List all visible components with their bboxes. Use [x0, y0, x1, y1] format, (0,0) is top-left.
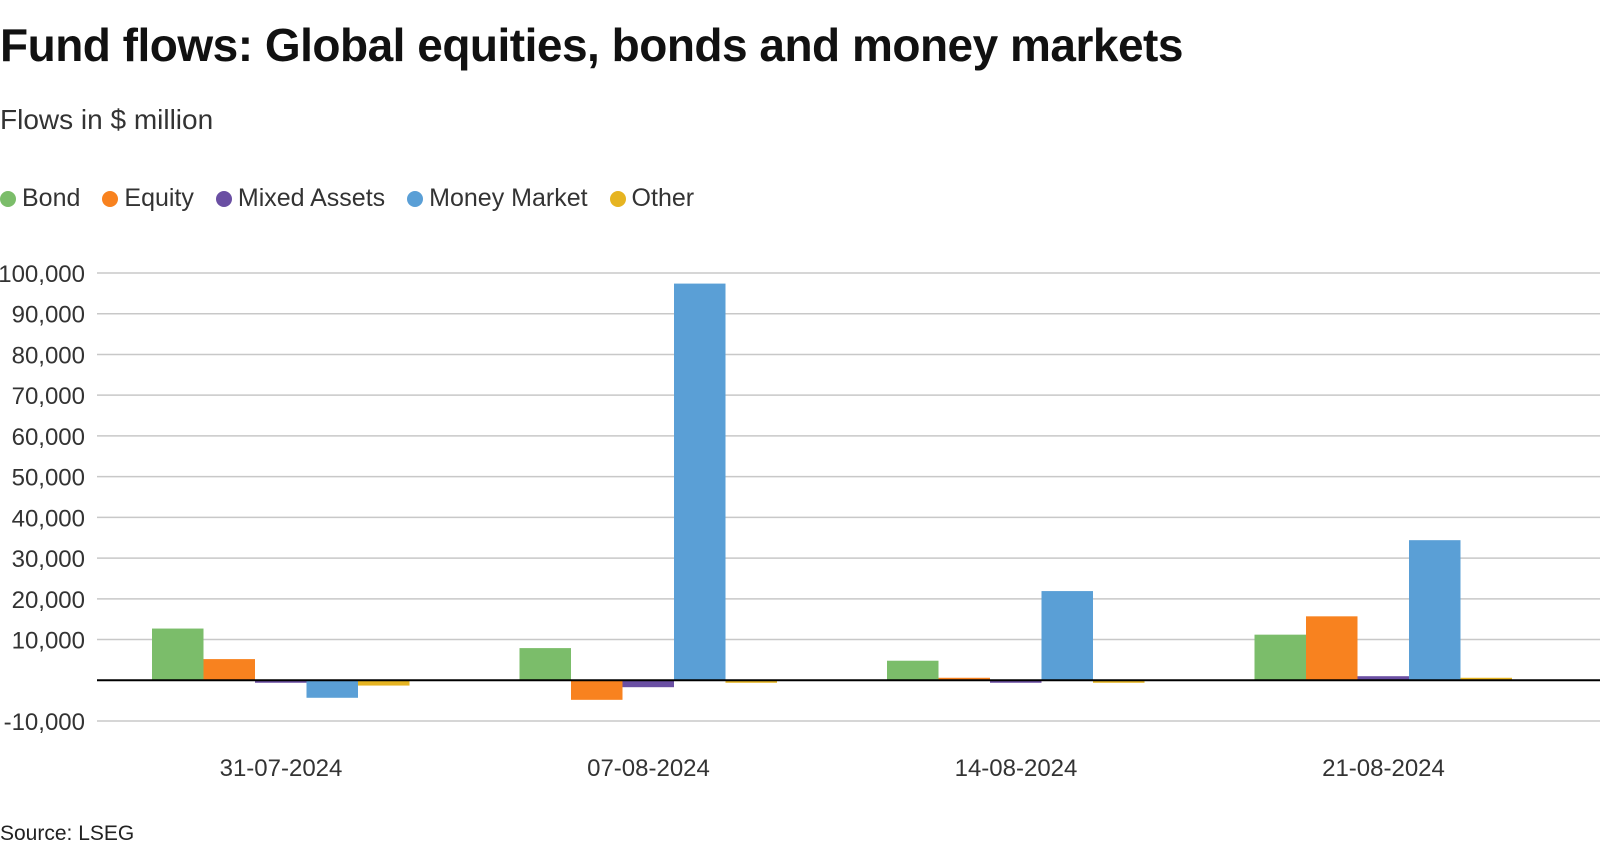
y-tick-label: 90,000	[12, 302, 85, 329]
bar-mixed-assets-21-08-2024	[1357, 676, 1409, 681]
bar-equity-07-08-2024	[571, 680, 623, 700]
legend-item-other: Other	[609, 184, 695, 213]
bar-bond-21-08-2024	[1254, 634, 1306, 681]
bar-mixed-assets-31-07-2024	[255, 680, 307, 683]
bar-bond-14-08-2024	[887, 660, 939, 681]
legend-item-equity: Equity	[102, 184, 194, 213]
bar-mixed-assets-14-08-2024	[990, 680, 1042, 683]
y-tick-label: 30,000	[12, 546, 85, 573]
bar-equity-14-08-2024	[938, 677, 990, 681]
legend-item-money-market: Money Market	[407, 184, 588, 213]
chart-subtitle: Flows in $ million	[0, 104, 214, 135]
x-tick-label: 21-08-2024	[1322, 755, 1445, 782]
legend-swatch	[215, 190, 232, 207]
legend-item-bond: Bond	[0, 184, 80, 213]
bar-money-market-14-08-2024	[1041, 591, 1093, 681]
legend-label: Mixed Assets	[237, 184, 386, 212]
bar-other-21-08-2024	[1460, 677, 1512, 681]
legend-swatch	[102, 190, 119, 207]
bar-other-14-08-2024	[1093, 680, 1145, 683]
x-tick-label: 31-07-2024	[220, 755, 343, 782]
y-tick-label: 50,000	[12, 465, 85, 492]
y-tick-label: 100,000	[0, 261, 85, 288]
bar-other-31-07-2024	[358, 680, 410, 686]
bar-bond-31-07-2024	[152, 628, 204, 681]
legend-label: Money Market	[429, 184, 588, 212]
x-tick-label: 07-08-2024	[587, 755, 710, 782]
bar-money-market-07-08-2024	[674, 283, 726, 681]
bar-money-market-31-07-2024	[306, 680, 358, 698]
legend-label: Other	[631, 184, 695, 212]
y-tick-label: 60,000	[12, 424, 85, 451]
bar-money-market-21-08-2024	[1409, 540, 1461, 681]
chart-title: Fund flows: Global equities, bonds and m…	[0, 19, 1183, 71]
bar-other-07-08-2024	[725, 680, 777, 683]
legend-swatch	[407, 190, 424, 207]
y-tick-label: 20,000	[12, 587, 85, 614]
y-tick-label: 80,000	[12, 342, 85, 369]
legend-label: Equity	[124, 184, 194, 212]
y-tick-label: 70,000	[12, 383, 85, 410]
source-note: Source: LSEG	[0, 822, 135, 845]
bar-bond-07-08-2024	[519, 648, 571, 681]
legend-label: Bond	[22, 184, 81, 212]
legend-item-mixed-assets: Mixed Assets	[215, 184, 386, 213]
bar-equity-31-07-2024	[203, 659, 255, 681]
legend-swatch	[0, 190, 16, 207]
legend-swatch	[609, 190, 626, 207]
bar-mixed-assets-07-08-2024	[622, 680, 674, 688]
y-tick-label: 40,000	[12, 505, 85, 532]
y-tick-label: 10,000	[12, 628, 85, 655]
x-tick-label: 14-08-2024	[955, 755, 1078, 782]
bar-equity-21-08-2024	[1306, 616, 1358, 681]
legend: Bond Equity Mixed Assets Money Market Other	[0, 184, 716, 213]
y-tick-label: -10,000	[4, 709, 85, 736]
